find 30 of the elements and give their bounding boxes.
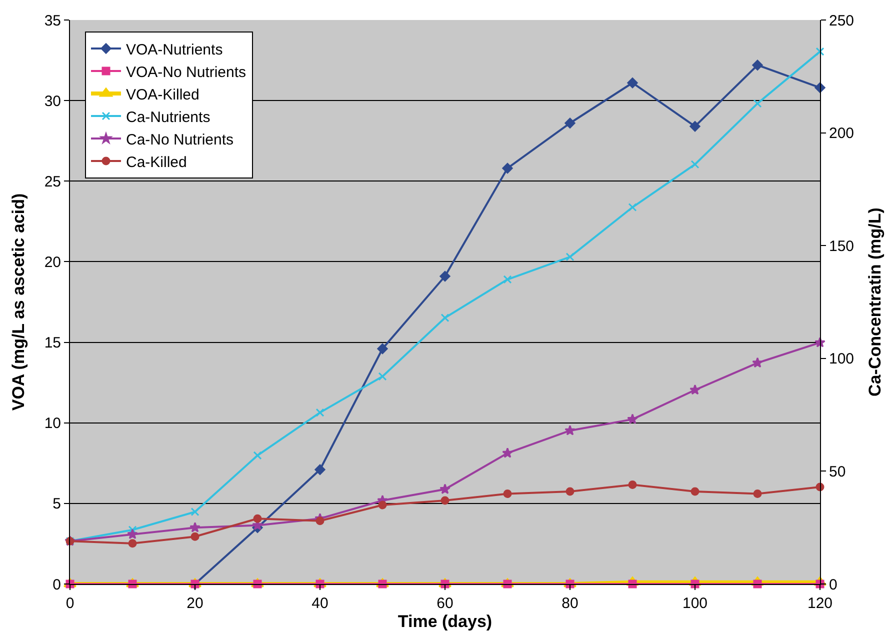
legend-label: VOA-No Nutrients bbox=[126, 64, 246, 81]
y2-tick-label: 200 bbox=[829, 125, 854, 142]
x-tick-label: 0 bbox=[66, 595, 74, 612]
x-tick-label: 80 bbox=[562, 595, 578, 612]
y2-tick-label: 250 bbox=[829, 12, 854, 30]
y2-tick-label: 0 bbox=[829, 576, 838, 594]
legend-label: Ca-Killed bbox=[126, 154, 187, 171]
y-tick-label: 15 bbox=[44, 334, 61, 352]
y2-axis-title: Ca-Concentratin (mg/L) bbox=[865, 208, 884, 396]
x-tick-label: 40 bbox=[312, 595, 328, 612]
x-axis-title: Time (days) bbox=[398, 612, 492, 631]
x-tick-label: 60 bbox=[436, 595, 454, 612]
y-axis-title: VOA (mg/L as ascetic acid) bbox=[8, 193, 28, 411]
y-tick-label: 25 bbox=[44, 173, 61, 190]
y2-tick-label: 150 bbox=[829, 238, 854, 255]
y2-tick-label: 100 bbox=[829, 350, 854, 368]
legend-label: VOA-Nutrients bbox=[126, 41, 223, 58]
legend-label: VOA-Killed bbox=[126, 86, 200, 104]
y-tick-label: 30 bbox=[44, 92, 61, 110]
x-tick-label: 120 bbox=[807, 595, 833, 612]
y-tick-label: 35 bbox=[44, 12, 61, 30]
legend-label: Ca-Nutrients bbox=[126, 108, 210, 126]
x-tick-label: 20 bbox=[186, 595, 204, 612]
y-tick-label: 0 bbox=[52, 576, 61, 594]
y-tick-label: 5 bbox=[52, 496, 61, 513]
y-tick-label: 20 bbox=[44, 254, 61, 271]
legend-label: Ca-No Nutrients bbox=[126, 131, 234, 148]
y-tick-label: 10 bbox=[44, 415, 61, 432]
y2-tick-label: 50 bbox=[829, 463, 846, 480]
x-tick-label: 100 bbox=[682, 595, 708, 612]
